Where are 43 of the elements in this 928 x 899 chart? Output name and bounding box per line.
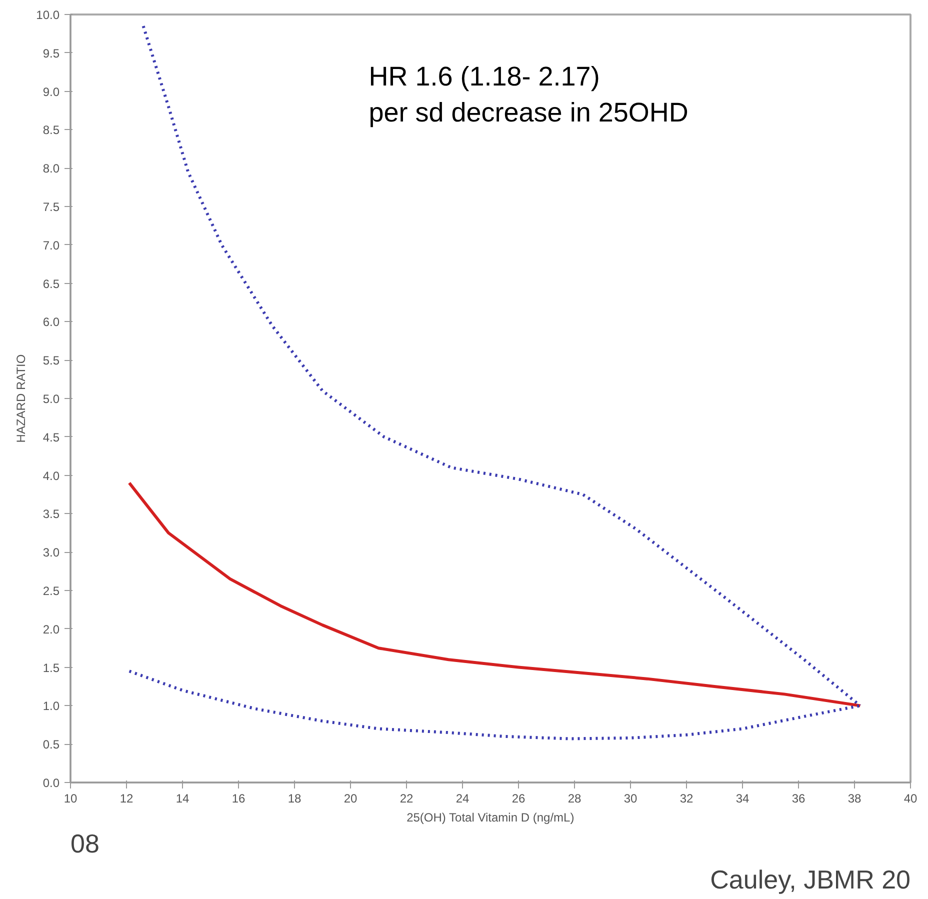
y-tick-label: 5.5 (42, 354, 60, 368)
x-tick-label: 30 (624, 792, 638, 806)
y-tick-label: 8.5 (42, 123, 60, 138)
y-tick-label: 3.0 (42, 546, 60, 560)
y-tick-label: 2.0 (42, 622, 60, 636)
text: Cauley, JBMR 20 (710, 864, 911, 894)
y-tick-label: 8.0 (42, 162, 60, 176)
y-tick-label: 9.0 (42, 84, 60, 99)
x-tick-label: 28 (568, 792, 582, 806)
x-tick-label: 18 (288, 792, 302, 806)
y-tick-label: 1.5 (42, 660, 60, 675)
y-tick-label: 9.5 (42, 46, 60, 60)
y-axis-title: HAZARD RATIO (14, 354, 28, 443)
y-tick-label: 4.0 (42, 468, 60, 483)
x-tick-label: 10 (64, 792, 78, 806)
x-tick-label: 38 (848, 792, 862, 806)
y-tick-label: 5.0 (42, 392, 60, 406)
x-tick-label: 26 (512, 792, 526, 806)
y-tick-label: 6.0 (42, 315, 60, 330)
y-tick-label: 6.5 (42, 276, 60, 291)
y-tick-label: 7.0 (42, 238, 60, 252)
x-tick-label: 20 (344, 792, 358, 806)
y-tick-label: 2.5 (42, 584, 60, 598)
annotation: HR 1.6 (1.18- 2.17) per sd decrease in 25OHD (368, 61, 688, 128)
y-tick-label: 0.5 (42, 738, 60, 752)
text: 08 (70, 828, 100, 858)
x-tick-label: 40 (904, 792, 918, 806)
x-tick-label: 16 (232, 792, 246, 806)
x-axis-title: 25(OH) Total Vitamin D (ng/mL) (406, 810, 574, 824)
x-tick-label: 32 (680, 792, 694, 806)
y-tick-label: 4.5 (42, 430, 60, 444)
y-tick-label: 3.5 (42, 507, 60, 522)
x-tick-label: 34 (736, 792, 750, 806)
y-tick-label: 1.0 (42, 699, 60, 714)
line-series (128, 481, 862, 708)
x-tick-label: 36 (792, 792, 806, 806)
y-tick-label: 10.0 (36, 8, 60, 22)
x-tick-label: 22 (400, 792, 414, 806)
x-tick-label: 14 (176, 792, 190, 806)
x-tick-label: 24 (456, 792, 470, 806)
x-tick-label: 12 (120, 792, 134, 806)
y-tick-label: 0.0 (42, 776, 60, 790)
y-tick-label: 7.5 (42, 200, 60, 214)
